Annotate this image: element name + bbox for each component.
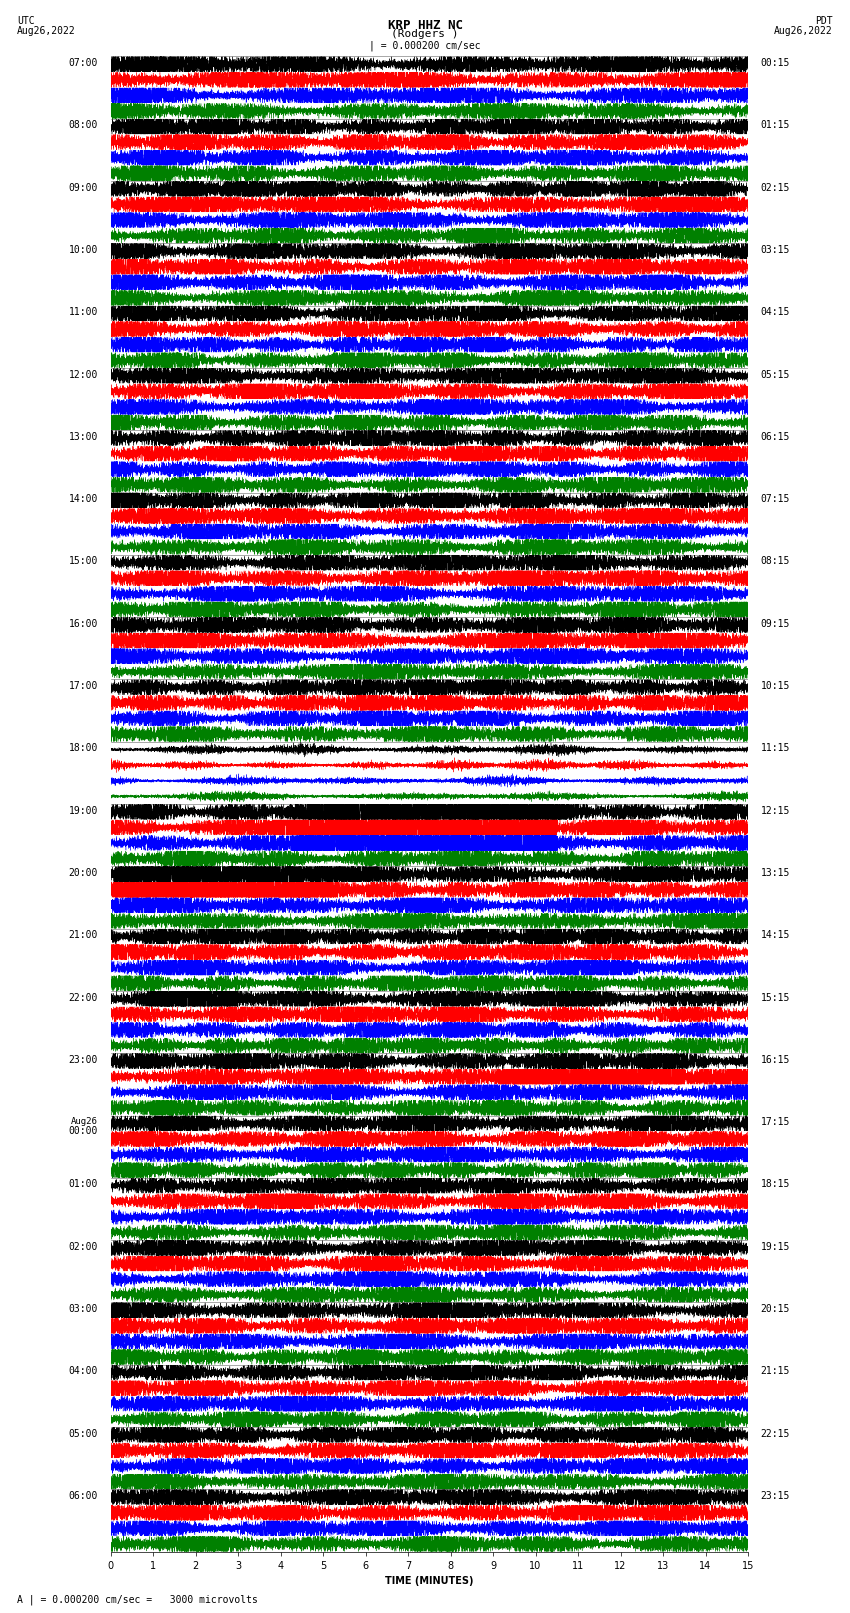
Text: 08:15: 08:15 <box>761 556 790 566</box>
Text: 03:15: 03:15 <box>761 245 790 255</box>
Text: 14:00: 14:00 <box>68 494 98 505</box>
Text: Aug26: Aug26 <box>71 1118 98 1126</box>
Text: 20:15: 20:15 <box>761 1303 790 1315</box>
Text: 05:15: 05:15 <box>761 369 790 379</box>
Text: 12:00: 12:00 <box>68 369 98 379</box>
Text: 16:00: 16:00 <box>68 619 98 629</box>
Text: Aug26,2022: Aug26,2022 <box>17 26 76 35</box>
Text: 13:00: 13:00 <box>68 432 98 442</box>
Text: 21:15: 21:15 <box>761 1366 790 1376</box>
Text: 02:00: 02:00 <box>68 1242 98 1252</box>
Text: 15:15: 15:15 <box>761 992 790 1003</box>
Text: 21:00: 21:00 <box>68 931 98 940</box>
Text: 03:00: 03:00 <box>68 1303 98 1315</box>
Text: 04:00: 04:00 <box>68 1366 98 1376</box>
Text: 00:15: 00:15 <box>761 58 790 68</box>
Text: KRP HHZ NC: KRP HHZ NC <box>388 19 462 32</box>
Text: 15:00: 15:00 <box>68 556 98 566</box>
Text: UTC: UTC <box>17 16 35 26</box>
Text: 17:00: 17:00 <box>68 681 98 690</box>
Text: 10:00: 10:00 <box>68 245 98 255</box>
Text: 22:00: 22:00 <box>68 992 98 1003</box>
Text: 11:15: 11:15 <box>761 744 790 753</box>
Text: 18:00: 18:00 <box>68 744 98 753</box>
Text: 08:00: 08:00 <box>68 121 98 131</box>
X-axis label: TIME (MINUTES): TIME (MINUTES) <box>385 1576 473 1586</box>
Text: 22:15: 22:15 <box>761 1429 790 1439</box>
Text: (Rodgers ): (Rodgers ) <box>391 29 459 39</box>
Text: 14:15: 14:15 <box>761 931 790 940</box>
Text: 17:15: 17:15 <box>761 1118 790 1127</box>
Text: 19:15: 19:15 <box>761 1242 790 1252</box>
Text: 10:15: 10:15 <box>761 681 790 690</box>
Text: 12:15: 12:15 <box>761 805 790 816</box>
Text: 07:15: 07:15 <box>761 494 790 505</box>
Text: | = 0.000200 cm/sec: | = 0.000200 cm/sec <box>369 40 481 52</box>
Text: 02:15: 02:15 <box>761 182 790 192</box>
Text: 00:00: 00:00 <box>68 1126 98 1137</box>
Text: A | = 0.000200 cm/sec =   3000 microvolts: A | = 0.000200 cm/sec = 3000 microvolts <box>17 1594 258 1605</box>
Text: 18:15: 18:15 <box>761 1179 790 1189</box>
Text: 06:15: 06:15 <box>761 432 790 442</box>
Text: 09:15: 09:15 <box>761 619 790 629</box>
Text: 23:15: 23:15 <box>761 1490 790 1502</box>
Text: 23:00: 23:00 <box>68 1055 98 1065</box>
Text: 09:00: 09:00 <box>68 182 98 192</box>
Text: 01:15: 01:15 <box>761 121 790 131</box>
Text: 01:00: 01:00 <box>68 1179 98 1189</box>
Text: 11:00: 11:00 <box>68 306 98 318</box>
Text: 04:15: 04:15 <box>761 306 790 318</box>
Text: 05:00: 05:00 <box>68 1429 98 1439</box>
Text: 20:00: 20:00 <box>68 868 98 877</box>
Text: 07:00: 07:00 <box>68 58 98 68</box>
Text: 06:00: 06:00 <box>68 1490 98 1502</box>
Text: Aug26,2022: Aug26,2022 <box>774 26 833 35</box>
Text: 13:15: 13:15 <box>761 868 790 877</box>
Text: 19:00: 19:00 <box>68 805 98 816</box>
Text: PDT: PDT <box>815 16 833 26</box>
Text: 16:15: 16:15 <box>761 1055 790 1065</box>
